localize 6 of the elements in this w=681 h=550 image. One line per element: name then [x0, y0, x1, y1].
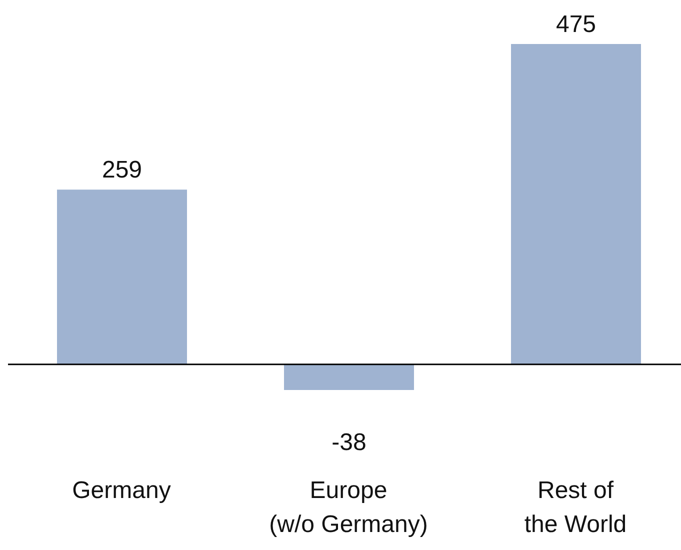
- data-label: 475: [556, 11, 596, 38]
- x-tick-label: Germany: [72, 477, 171, 504]
- x-tick-label: Rest of the World: [524, 477, 627, 538]
- data-label: 259: [102, 156, 142, 184]
- data-label: -38: [332, 429, 366, 456]
- x-tick-label: Europe (w/o Germany): [269, 477, 428, 538]
